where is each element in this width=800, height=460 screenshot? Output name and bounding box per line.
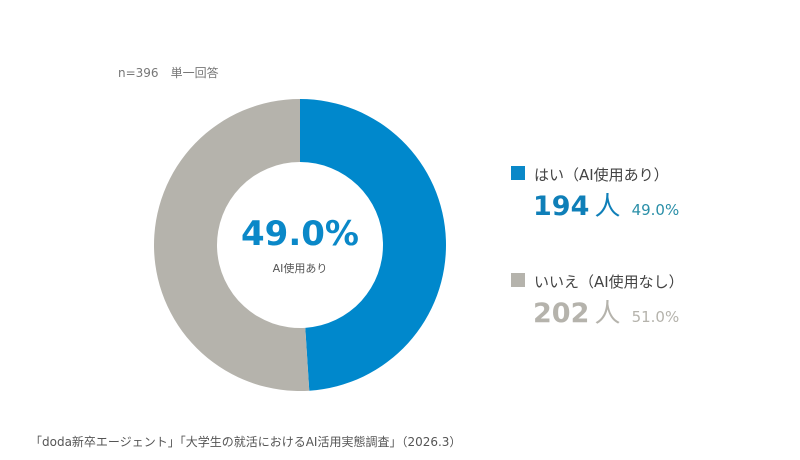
legend-label-no: いいえ（AI使用なし） <box>534 273 684 291</box>
legend-swatch-yes <box>511 166 525 180</box>
legend-unit-no: 人 <box>594 299 621 329</box>
legend-count-no: 202 <box>533 298 590 329</box>
legend-pct-yes: 49.0% <box>631 201 680 219</box>
legend-swatch-no <box>511 273 525 287</box>
legend-count-yes: 194 <box>533 191 590 222</box>
center-value: 49.0% <box>241 214 359 254</box>
legend-label-yes: はい（AI使用あり） <box>534 166 669 184</box>
sample-note: n=396 単一回答 <box>118 66 219 80</box>
legend-pct-no: 51.0% <box>631 308 680 326</box>
slice-no <box>153 99 310 391</box>
slice-yes <box>300 99 446 391</box>
source-note: 「doda新卒エージェント」「大学生の就活におけるAI活用実態調査」（2026.… <box>30 435 462 449</box>
center-label: AI使用あり <box>272 262 328 275</box>
legend-unit-yes: 人 <box>594 192 621 222</box>
